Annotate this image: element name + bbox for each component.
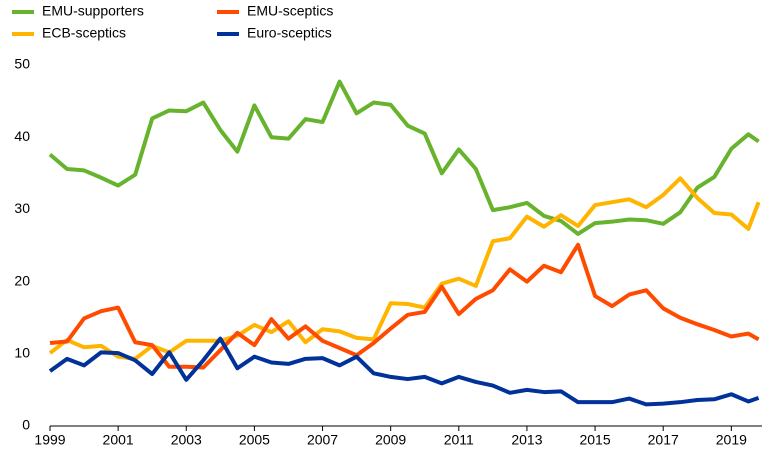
y-tick-label: 50 bbox=[14, 56, 30, 72]
legend-label: EMU-supporters bbox=[42, 3, 144, 19]
x-tick-label: 2017 bbox=[648, 432, 679, 448]
x-tick-label: 2011 bbox=[444, 432, 474, 448]
series-line bbox=[48, 79, 760, 236]
series-line bbox=[49, 242, 760, 370]
y-tick-label: 30 bbox=[14, 200, 30, 216]
legend-label: ECB-sceptics bbox=[42, 25, 126, 41]
x-tick-label: 1999 bbox=[34, 432, 65, 448]
x-tick-label: 2009 bbox=[375, 432, 406, 448]
x-tick-label: 2001 bbox=[103, 432, 134, 448]
legend-label: EMU-sceptics bbox=[247, 3, 333, 19]
y-tick-label: 40 bbox=[14, 128, 30, 144]
series-line bbox=[48, 176, 761, 361]
legend-label: Euro-sceptics bbox=[247, 25, 332, 41]
series-line bbox=[48, 336, 760, 407]
x-tick-label: 2007 bbox=[307, 432, 338, 448]
x-tick-label: 2005 bbox=[239, 432, 270, 448]
x-tick-label: 2019 bbox=[716, 432, 747, 448]
y-tick-label: 10 bbox=[14, 345, 30, 361]
x-tick-label: 2015 bbox=[579, 432, 610, 448]
x-tick-label: 2003 bbox=[171, 432, 202, 448]
y-tick-label: 0 bbox=[22, 417, 30, 433]
y-tick-label: 20 bbox=[14, 272, 30, 288]
x-tick-label: 2013 bbox=[511, 432, 542, 448]
